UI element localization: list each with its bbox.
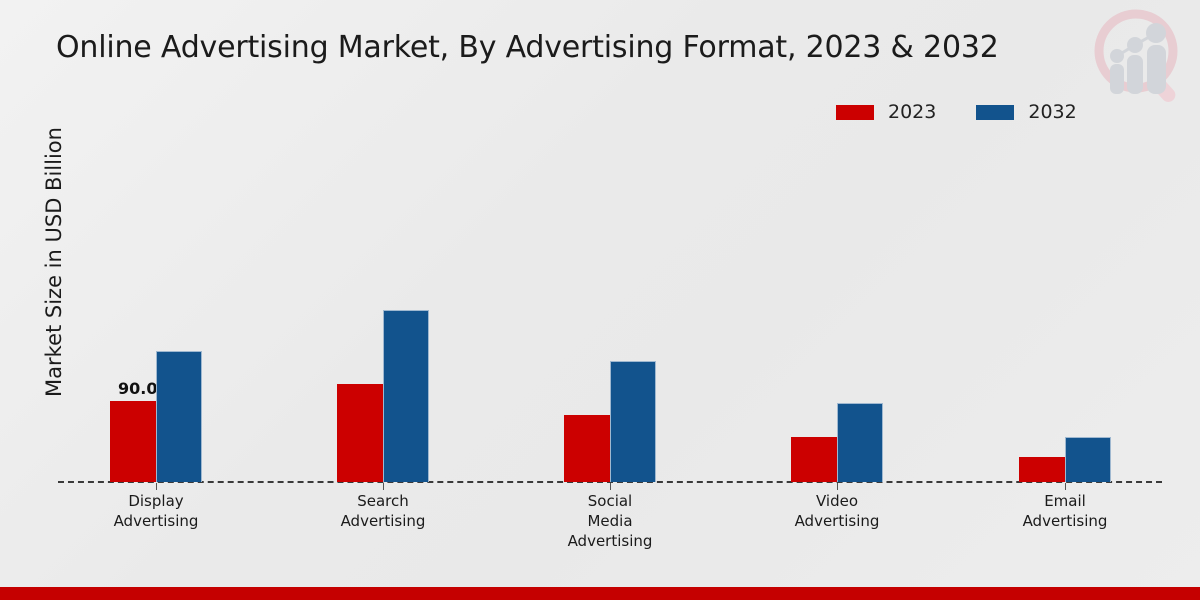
x-axis-label-3: Video Advertising (747, 492, 927, 532)
legend-label-2023: 2023 (888, 101, 937, 123)
bar-2032-0[interactable] (156, 351, 202, 482)
bar-2032-1[interactable] (383, 310, 429, 482)
x-axis-label-line: Social (587, 492, 633, 510)
legend-item-2023[interactable]: 2023 (836, 103, 936, 122)
x-axis-label-line: Media (587, 511, 633, 530)
bar-value-label-0: 90.0 (118, 379, 158, 398)
x-axis-label-line: Search (357, 492, 409, 510)
bar-2023-1[interactable] (337, 384, 383, 482)
bar-2023-4[interactable] (1019, 457, 1065, 482)
bar-2023-3[interactable] (791, 437, 837, 482)
x-axis-label-line: Advertising (794, 511, 880, 530)
x-axis-label-1: Search Advertising (293, 492, 473, 532)
x-axis-label-0: Display Advertising (66, 492, 246, 532)
x-axis-label-line: Advertising (113, 511, 199, 530)
x-axis-tick-2 (610, 483, 611, 490)
x-axis-label-line: Display (128, 492, 184, 510)
x-axis-label-line: Advertising (567, 531, 653, 550)
chart-legend: 2023 2032 (836, 103, 1077, 122)
x-axis-tick-0 (156, 483, 157, 490)
bottom-accent-stripe (0, 587, 1200, 600)
x-axis-label-line: Email (1044, 492, 1086, 510)
x-axis-label-4: Email Advertising (975, 492, 1155, 532)
chart-title: Online Advertising Market, By Advertisin… (56, 30, 999, 65)
x-axis-tick-4 (1065, 483, 1066, 490)
legend-item-2032[interactable]: 2032 (976, 101, 1077, 123)
x-axis-label-line: Advertising (1022, 511, 1108, 530)
legend-swatch-2032 (976, 105, 1015, 120)
bar-2023-2[interactable] (564, 415, 610, 482)
legend-swatch-2023 (836, 105, 874, 120)
x-axis-label-line: Video (815, 492, 859, 510)
x-axis-baseline (58, 481, 1162, 483)
x-axis-tick-1 (383, 483, 384, 490)
bar-2023-0[interactable] (110, 401, 156, 482)
bar-2032-4[interactable] (1065, 437, 1111, 482)
x-axis-label-line: Advertising (340, 511, 426, 530)
bar-2032-2[interactable] (610, 361, 656, 482)
x-axis-tick-3 (837, 483, 838, 490)
legend-label-2032: 2032 (1028, 101, 1077, 123)
bar-2032-3[interactable] (837, 403, 883, 482)
x-axis-label-2: Social Media Advertising (520, 492, 700, 551)
